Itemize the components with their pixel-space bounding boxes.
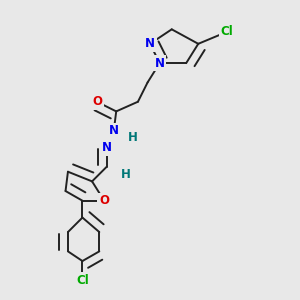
Text: O: O <box>92 95 102 108</box>
Text: N: N <box>145 37 155 50</box>
Text: N: N <box>155 57 165 70</box>
Text: H: H <box>121 168 131 181</box>
Text: H: H <box>128 131 138 144</box>
Text: Cl: Cl <box>76 274 89 287</box>
Text: N: N <box>102 141 112 154</box>
Text: Cl: Cl <box>221 25 234 38</box>
Text: O: O <box>99 194 109 207</box>
Text: N: N <box>109 124 119 137</box>
